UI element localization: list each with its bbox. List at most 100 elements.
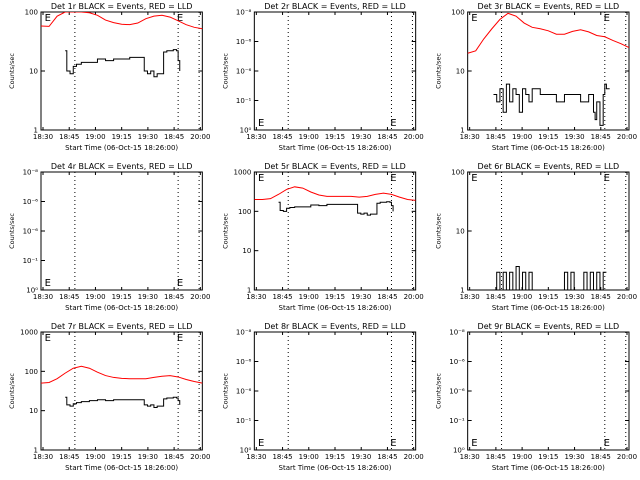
- y-tick-label: 10⁻⁶: [236, 38, 252, 46]
- y-tick-label: 100: [25, 9, 38, 17]
- x-tick-label: 18:45: [377, 293, 397, 301]
- detector-panel: Det 7r BLACK = Events, RED = LLD Start Ti…: [8, 322, 210, 472]
- y-tick-label: 100: [25, 368, 38, 376]
- x-tick-label: 18:30: [33, 453, 53, 461]
- y-axis-label: Counts/sec: [435, 53, 443, 89]
- y-tick-label: 10⁻⁸: [23, 169, 39, 177]
- x-tick-label: 18:45: [59, 293, 79, 301]
- panel-title: Det 6r BLACK = Events, RED = LLD: [478, 162, 620, 171]
- x-tick-label: 19:00: [512, 293, 532, 301]
- y-tick-label: 10⁻⁶: [449, 388, 465, 396]
- y-tick-label: 10⁰: [26, 287, 38, 295]
- y-tick-label: 10⁻⁶: [236, 358, 252, 366]
- y-tick-label: 100: [238, 208, 251, 216]
- x-tick-label: 18:30: [460, 133, 480, 141]
- y-tick-label: 10⁻¹: [23, 257, 39, 265]
- x-tick-label: 19:00: [85, 293, 105, 301]
- y-tick-label: 10: [242, 247, 251, 255]
- x-tick-label: 19:00: [85, 133, 105, 141]
- x-tick-label: 18:45: [59, 453, 79, 461]
- e-marker: E: [45, 278, 51, 289]
- events-series-line: [65, 49, 181, 78]
- y-tick-label: 1: [460, 127, 464, 135]
- e-marker: E: [258, 438, 264, 449]
- x-tick-label: 20:00: [617, 453, 637, 461]
- e-marker: E: [177, 13, 183, 24]
- x-tick-label: 18:45: [59, 133, 79, 141]
- x-tick-label: 20:00: [190, 133, 210, 141]
- x-tick-label: 20:00: [404, 453, 424, 461]
- detector-panel: Det 5r BLACK = Events, RED = LLD Start Ti…: [221, 162, 423, 312]
- x-tick-label: 19:15: [112, 133, 132, 141]
- e-marker: E: [390, 438, 396, 449]
- x-tick-label: 18:45: [164, 133, 184, 141]
- x-tick-label: 18:30: [246, 293, 266, 301]
- panel-title: Det 5r BLACK = Events, RED = LLD: [264, 162, 406, 171]
- x-tick-label: 19:30: [564, 133, 584, 141]
- x-tick-label: 19:00: [512, 453, 532, 461]
- y-tick-label: 10⁻⁶: [449, 358, 465, 366]
- e-marker: E: [177, 278, 183, 289]
- events-series-line: [493, 266, 607, 290]
- y-tick-label: 10: [29, 407, 38, 415]
- x-axis-label: Start Time (06-Oct-15 18:26:00): [279, 144, 392, 152]
- x-tick-label: 18:45: [272, 293, 292, 301]
- e-marker: E: [390, 173, 396, 184]
- x-tick-label: 20:00: [404, 133, 424, 141]
- y-tick-label: 1: [34, 127, 38, 135]
- x-tick-label: 18:45: [591, 293, 611, 301]
- e-marker: E: [471, 438, 477, 449]
- x-tick-label: 19:30: [138, 453, 158, 461]
- x-axis-label: Start Time (06-Oct-15 18:26:00): [279, 304, 392, 312]
- x-tick-label: 20:00: [617, 293, 637, 301]
- y-tick-label: 1000: [20, 329, 38, 337]
- x-axis-label: Start Time (06-Oct-15 18:26:00): [279, 464, 392, 472]
- x-tick-label: 19:00: [299, 133, 319, 141]
- y-tick-label: 100: [451, 169, 464, 177]
- x-tick-label: 19:00: [299, 293, 319, 301]
- y-axis-label: Counts/sec: [8, 213, 16, 249]
- x-tick-label: 20:00: [404, 293, 424, 301]
- x-tick-label: 19:15: [538, 293, 558, 301]
- y-tick-label: 10⁻⁸: [236, 329, 252, 337]
- x-tick-label: 19:15: [538, 133, 558, 141]
- x-tick-label: 19:15: [325, 133, 345, 141]
- panel-title: Det 8r BLACK = Events, RED = LLD: [264, 322, 406, 331]
- e-marker: E: [177, 333, 183, 344]
- y-tick-label: 10⁻⁶: [23, 228, 39, 236]
- x-tick-label: 18:30: [246, 133, 266, 141]
- y-axis-label: Counts/sec: [435, 213, 443, 249]
- y-tick-label: 10⁻¹: [449, 417, 465, 425]
- x-tick-label: 19:30: [138, 293, 158, 301]
- y-tick-label: 100: [451, 9, 464, 17]
- x-tick-label: 19:30: [564, 453, 584, 461]
- panel-title: Det 7r BLACK = Events, RED = LLD: [51, 322, 193, 331]
- e-marker: E: [604, 438, 610, 449]
- x-tick-label: 19:30: [351, 453, 371, 461]
- x-tick-label: 19:00: [85, 453, 105, 461]
- lld-series-line: [467, 12, 629, 54]
- y-tick-label: 10⁻⁶: [23, 198, 39, 206]
- y-tick-label: 10: [456, 228, 465, 236]
- e-marker: E: [390, 118, 396, 129]
- x-tick-label: 20:00: [190, 293, 210, 301]
- panel-title: Det 1r BLACK = Events, RED = LLD: [51, 2, 193, 11]
- e-marker: E: [471, 173, 477, 184]
- events-series-line: [65, 396, 181, 409]
- e-marker: E: [258, 173, 264, 184]
- x-tick-label: 18:45: [486, 133, 506, 141]
- y-tick-label: 10: [456, 68, 465, 76]
- y-axis-label: Counts/sec: [221, 213, 229, 249]
- x-tick-label: 19:15: [325, 453, 345, 461]
- x-tick-label: 18:30: [460, 453, 480, 461]
- x-tick-label: 19:00: [299, 453, 319, 461]
- y-tick-label: 10⁻¹: [236, 97, 252, 105]
- x-tick-label: 18:45: [272, 453, 292, 461]
- x-tick-label: 18:30: [33, 133, 53, 141]
- detector-panel: Det 2r BLACK = Events, RED = LLD Start Ti…: [221, 2, 423, 152]
- y-tick-label: 10⁰: [240, 447, 252, 455]
- x-tick-label: 19:30: [564, 293, 584, 301]
- y-tick-label: 10⁰: [453, 447, 465, 455]
- x-tick-label: 18:30: [246, 453, 266, 461]
- y-axis-label: Counts/sec: [435, 373, 443, 409]
